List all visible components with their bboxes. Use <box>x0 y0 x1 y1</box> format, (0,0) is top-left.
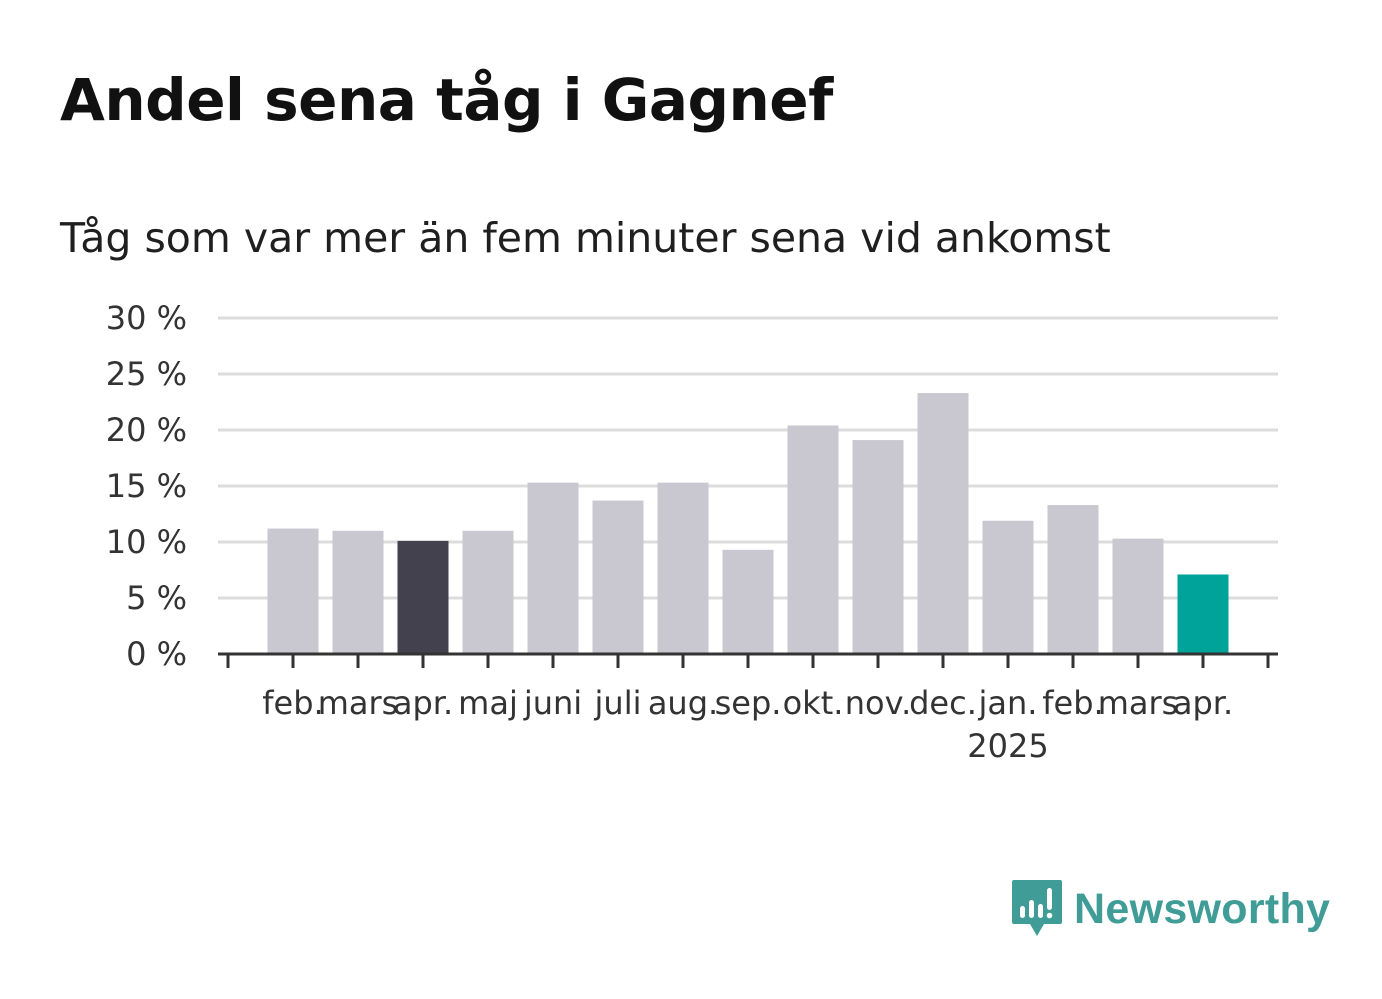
bar <box>332 530 384 654</box>
bar <box>1047 505 1099 654</box>
bar <box>1177 574 1229 654</box>
x-tick-label: juni <box>523 684 582 722</box>
bar <box>657 482 709 654</box>
logo-wordmark: Newsworthy <box>1074 884 1331 933</box>
bar <box>397 540 449 654</box>
bars <box>267 393 1229 654</box>
bar-chart-speech-bubble-icon <box>1012 880 1062 936</box>
x-tick-label: nov. <box>845 684 911 722</box>
y-tick-label: 0 % <box>126 635 187 673</box>
bar <box>982 520 1034 654</box>
bar <box>917 393 969 654</box>
x-tick-label: juli <box>594 684 642 722</box>
x-year-label: 2025 <box>967 727 1048 765</box>
y-tick-label: 10 % <box>106 523 187 561</box>
x-tick-label: jan. <box>978 684 1038 722</box>
x-tick-label: apr. <box>393 684 453 722</box>
y-tick-label: 20 % <box>106 411 187 449</box>
x-tick-label: dec. <box>909 684 977 722</box>
bar <box>852 440 904 654</box>
x-tick-label: aug. <box>648 684 718 722</box>
x-tick-label: mars <box>1098 684 1179 722</box>
x-tick-label: feb. <box>262 684 323 722</box>
x-tick-label: okt. <box>783 684 844 722</box>
y-tick-label: 15 % <box>106 467 187 505</box>
bar <box>722 549 774 654</box>
bar <box>527 482 579 654</box>
x-tick-label: apr. <box>1173 684 1233 722</box>
x-tick-label: feb. <box>1042 684 1103 722</box>
y-axis-tick-labels: 0 % 5 % 10 % 15 % 20 % 25 % 30 % <box>106 299 187 673</box>
bar <box>787 425 839 654</box>
x-tick-label: sep. <box>715 684 782 722</box>
chart-title: Andel sena tåg i Gagnef <box>60 66 833 134</box>
bar <box>462 530 514 654</box>
x-tick-label: mars <box>318 684 399 722</box>
bar <box>1112 538 1164 654</box>
bar <box>592 500 644 654</box>
x-axis <box>218 652 1278 668</box>
y-tick-label: 5 % <box>126 579 187 617</box>
newsworthy-logo: Newsworthy <box>1010 878 1330 940</box>
y-tick-label: 25 % <box>106 355 187 393</box>
y-tick-label: 30 % <box>106 299 187 337</box>
chart-subtitle: Tåg som var mer än fem minuter sena vid … <box>60 214 1111 262</box>
x-tick-label: maj <box>458 684 518 722</box>
bar <box>267 528 319 654</box>
